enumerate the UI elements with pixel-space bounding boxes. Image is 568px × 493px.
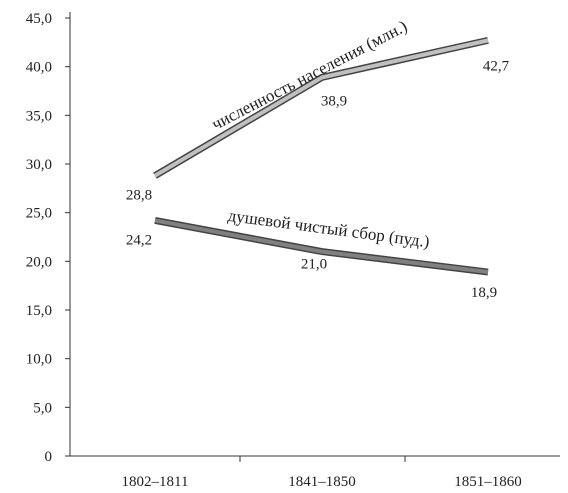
data-label: 38,9	[321, 93, 347, 109]
data-label: 24,2	[126, 232, 152, 248]
series-name-label: душевой чистый сбор (пуд.)	[227, 206, 431, 251]
y-axis-ticks: 0 5,0 10,0 15,0 20,0 25,0 30,0 35,0 40,0 45,0	[26, 11, 70, 465]
series-line	[153, 38, 489, 178]
series-group	[153, 36, 489, 276]
y-tick-label: 35,0	[26, 108, 52, 124]
y-tick-label: 25,0	[26, 206, 52, 222]
data-label: 42,7	[483, 58, 510, 74]
x-tick-label: 1851–1860	[454, 474, 522, 490]
y-tick-label: 15,0	[26, 303, 52, 319]
x-tick-label: 1802–1811	[122, 474, 189, 490]
x-axis-ticks: 1802–1811 1841–1850 1851–1860	[122, 456, 522, 490]
series-name-label: численность населения (млн.)	[209, 16, 411, 133]
y-tick-label: 40,0	[26, 60, 52, 76]
series-line	[154, 218, 489, 275]
y-tick-label: 0	[45, 449, 53, 465]
y-tick-label: 10,0	[26, 352, 52, 368]
data-label: 28,8	[126, 188, 152, 204]
data-label: 21,0	[301, 257, 327, 273]
data-label: 18,9	[471, 285, 497, 301]
y-tick-label: 5,0	[33, 400, 52, 416]
y-tick-label: 30,0	[26, 157, 52, 173]
x-tick-label: 1841–1850	[288, 474, 356, 490]
y-tick-label: 45,0	[26, 11, 52, 27]
y-tick-label: 20,0	[26, 254, 52, 270]
axes	[69, 12, 560, 457]
